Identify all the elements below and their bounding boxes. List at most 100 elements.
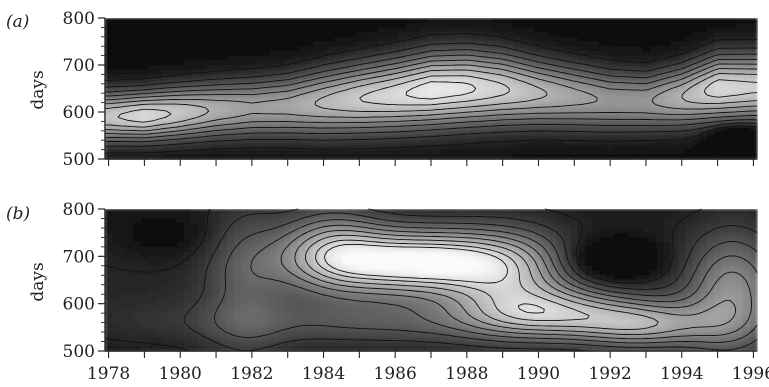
heatmap-cell [585, 18, 593, 24]
heatmap-cell [169, 336, 178, 343]
heatmap-cell [327, 126, 335, 132]
heatmap-cell [413, 36, 421, 43]
heatmap-cell [628, 261, 636, 267]
heatmap-cell [262, 27, 271, 33]
heatmap-cell [269, 213, 278, 220]
heatmap-cell [506, 213, 514, 220]
heatmap-cell [198, 93, 206, 99]
heatmap-cell [147, 336, 156, 343]
heatmap-cell [198, 27, 206, 33]
heatmap-cell [133, 232, 142, 238]
heatmap-cell [269, 261, 278, 267]
heatmap-cell [671, 41, 679, 47]
heatmap-cell [599, 60, 608, 66]
heatmap-cell [620, 275, 629, 281]
heatmap-cell [255, 154, 264, 160]
heatmap-cell [456, 83, 464, 90]
heatmap-cell [212, 209, 221, 215]
heatmap-cell [241, 336, 249, 343]
heatmap-cell [155, 60, 163, 66]
heatmap-cell [448, 27, 457, 33]
heatmap-cell [728, 65, 737, 71]
heatmap-cell [463, 270, 471, 276]
heatmap-cell [613, 55, 622, 61]
heatmap-cell [692, 144, 701, 151]
heatmap-cell [663, 60, 672, 66]
heatmap-cell [284, 317, 292, 324]
heatmap-cell [176, 50, 185, 57]
heatmap-cell [391, 154, 400, 160]
heatmap-cell [441, 32, 450, 38]
heatmap-cell [319, 218, 328, 224]
heatmap-cell [155, 313, 163, 319]
heatmap-cell [119, 332, 128, 338]
heatmap-cell [671, 88, 679, 94]
heatmap-cell [542, 275, 550, 281]
heatmap-cell [112, 18, 120, 24]
heatmap-cell [742, 97, 751, 104]
heatmap-cell [233, 65, 242, 71]
heatmap-cell [183, 97, 192, 104]
heatmap-cell [427, 322, 436, 328]
heatmap-cell [355, 227, 364, 234]
heatmap-cell [499, 327, 507, 333]
heatmap-cell [549, 50, 557, 57]
heatmap-cell [542, 213, 550, 220]
heatmap-cell [420, 130, 429, 137]
heatmap-cell [570, 256, 579, 262]
heatmap-cell [420, 327, 429, 333]
heatmap-cell [606, 130, 615, 137]
heatmap-cell [248, 237, 257, 243]
heatmap-cell [749, 74, 758, 80]
heatmap-cell [348, 275, 357, 281]
heatmap-cell [542, 46, 550, 52]
heatmap-cell [427, 149, 436, 155]
heatmap-cell [592, 83, 600, 90]
heatmap-cell [226, 135, 235, 141]
heatmap-cell [119, 270, 128, 276]
heatmap-cell [284, 27, 292, 33]
heatmap-cell [556, 36, 565, 43]
heatmap-cell [513, 144, 522, 151]
heatmap-cell [133, 18, 142, 24]
heatmap-cell [463, 294, 471, 300]
heatmap-cell [585, 79, 593, 85]
heatmap-cell [534, 289, 543, 295]
heatmap-cell [527, 232, 536, 238]
heatmap-cell [291, 303, 300, 309]
heatmap-cell [133, 317, 142, 324]
heatmap-cell [341, 55, 350, 61]
heatmap-cell [642, 140, 651, 146]
heatmap-cell [491, 209, 500, 215]
heatmap-cell [742, 60, 751, 66]
heatmap-cell [147, 227, 156, 234]
heatmap-cell [198, 46, 206, 52]
heatmap-cell [427, 93, 436, 99]
heatmap-cell [391, 140, 400, 146]
heatmap-cell [119, 107, 128, 113]
heatmap-cell [556, 298, 565, 305]
heatmap-cell [714, 140, 722, 146]
heatmap-cell [721, 107, 729, 113]
heatmap-cell [628, 227, 636, 234]
heatmap-cell [706, 140, 715, 146]
heatmap-cell [484, 74, 493, 80]
heatmap-cell [341, 154, 350, 160]
heatmap-cell [291, 79, 300, 85]
heatmap-cell [527, 102, 536, 108]
heatmap-cell [147, 69, 156, 75]
heatmap-cell [119, 126, 128, 132]
heatmap-cell [441, 60, 450, 66]
heatmap-cell [312, 107, 321, 113]
heatmap-cell [276, 275, 285, 281]
heatmap-cell [706, 55, 715, 61]
heatmap-cell [155, 97, 163, 104]
heatmap-cell [176, 74, 185, 80]
heatmap-cell [441, 227, 450, 234]
heatmap-cell [140, 251, 149, 257]
heatmap-cell [334, 209, 343, 215]
heatmap-cell [362, 232, 371, 238]
heatmap-cell [628, 256, 636, 262]
heatmap-cell [556, 55, 565, 61]
heatmap-cell [198, 251, 206, 257]
